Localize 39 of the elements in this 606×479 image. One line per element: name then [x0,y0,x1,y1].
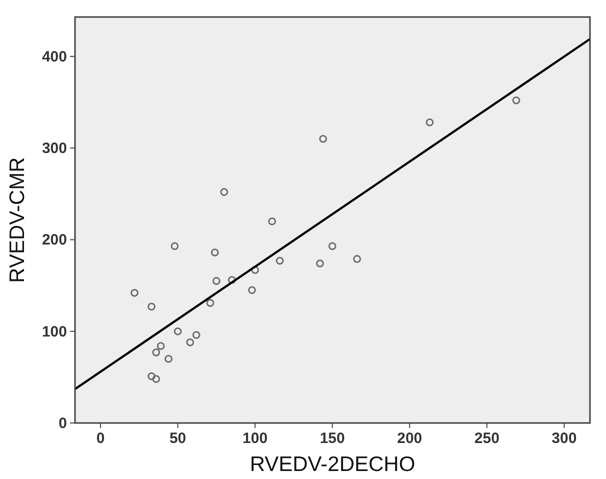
y-axis-title: RVEDV-CMR [6,157,29,283]
x-tick-label: 0 [96,430,105,447]
x-axis-title: RVEDV-2DECHO [250,453,416,476]
y-tick-label: 100 [42,323,67,340]
point [130,288,138,297]
x-tick-label: 150 [320,430,345,447]
point [186,338,194,346]
point [192,331,200,339]
point [210,248,219,256]
y-tick-label: 0 [58,415,67,432]
point [328,242,336,250]
point [148,372,156,380]
x-tick-label: 300 [552,430,577,447]
point [228,276,236,284]
x-tick-label: 100 [242,430,268,447]
point [426,118,434,126]
y-tick-label: 300 [42,140,67,158]
point [174,327,182,336]
point [170,242,179,250]
point [156,342,165,350]
point [152,375,160,383]
y-tick-label: 400 [42,48,67,66]
point [206,299,214,307]
point [512,96,520,104]
point [148,302,156,311]
point [276,256,284,265]
x-tick-label: 50 [169,430,186,447]
point [316,260,324,268]
point [152,348,160,356]
point [268,217,276,226]
x-tick-label: 200 [397,430,422,447]
point [212,277,220,285]
point [319,134,327,143]
point [248,286,256,294]
y-tick-label: 200 [42,232,67,249]
point [164,354,172,363]
point [353,255,361,263]
x-tick-label: 250 [474,430,500,447]
point [220,188,228,196]
